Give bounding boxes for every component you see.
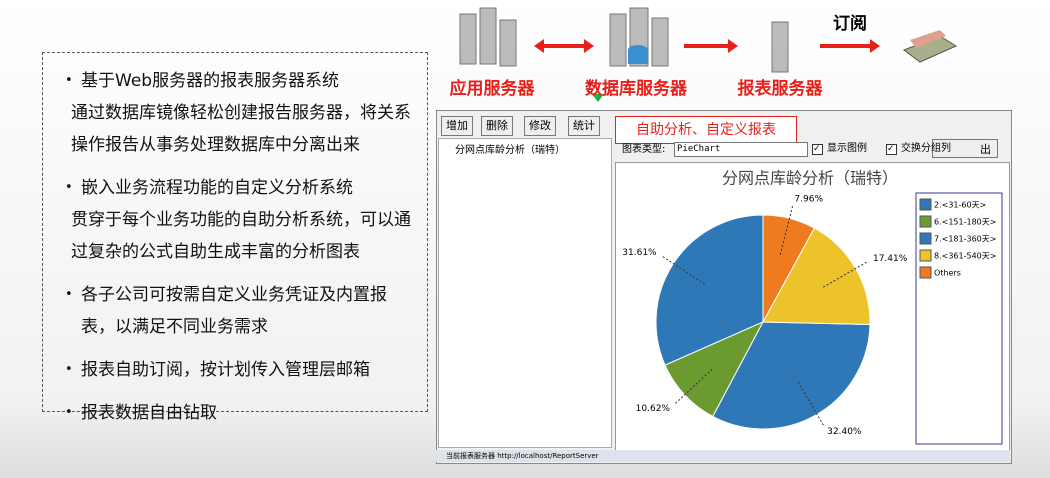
list-item: 嵌入业务流程功能的自定义分析系统贯穿于每个业务功能的自助分析系统，可以通过复杂的…: [59, 172, 411, 268]
node-label: 应用服务器: [450, 78, 536, 99]
toolbar-button[interactable]: 增加: [441, 116, 473, 136]
data-label: 17.41%: [873, 254, 908, 264]
node-label: 数据库服务器: [585, 78, 688, 99]
item-text: 报表数据自由钻取: [81, 403, 217, 423]
chart-title: 分网点库龄分析（瑞特）: [722, 169, 898, 188]
status-bar: 当前报表服务器 http://localhost/ReportServer: [436, 450, 1010, 462]
legend-label: Others: [934, 269, 961, 278]
toolbar-button[interactable]: 删除: [481, 116, 513, 136]
data-label: 32.40%: [827, 427, 862, 437]
legend-label: 7.<181-360天>: [934, 235, 996, 244]
legend-box: [915, 192, 1003, 445]
legend-swatch: [919, 232, 932, 245]
item-detail: 通过数据库镜像轻松创建报告服务器，将关系操作报告从事务处理数据库中分离出来: [71, 103, 411, 155]
data-label: 31.61%: [622, 248, 657, 258]
list-item: 报表数据自由钻取: [59, 397, 411, 429]
leader-line: [779, 204, 794, 255]
toolbar-button[interactable]: 修改: [524, 116, 556, 136]
item-text: 报表自助订阅，按计划传入管理层邮箱: [81, 360, 370, 380]
pie-chart: 分网点库龄分析（瑞特） 31.61% 10.62% 32.40% 17.41% 7.96…: [622, 169, 1003, 445]
node-label: 报表服务器: [738, 78, 824, 99]
legend-label: 8.<361-540天>: [934, 252, 996, 261]
subscribe-label: 订阅: [833, 13, 867, 34]
toolbar-button[interactable]: 统计: [568, 116, 600, 136]
item-text: 各子公司可按需自定义业务凭证及内置报表，以满足不同业务需求: [81, 285, 387, 337]
legend-label: 2.<31-60天>: [934, 201, 986, 210]
checkbox[interactable]: ✓: [886, 144, 897, 155]
leader-line: [822, 261, 869, 288]
tree-item[interactable]: 分网点库龄分析（瑞特）: [455, 145, 565, 156]
legend-swatch: [919, 198, 932, 211]
feature-list: 基于Web服务器的报表服务器系统通过数据库镜像轻松创建报告服务器，将关系操作报告…: [42, 52, 428, 429]
callout: 自助分析、自定义报表: [615, 116, 797, 144]
legend-swatch: [919, 266, 932, 279]
chart-type-label: 图表类型:: [622, 144, 666, 155]
item-text: 嵌入业务流程功能的自定义分析系统: [81, 178, 353, 198]
legend-label: 6.<151-180天>: [934, 218, 996, 227]
chart-type-select[interactable]: PieChart: [674, 142, 808, 157]
checkbox[interactable]: ✓: [812, 144, 823, 155]
data-label: 7.96%: [794, 194, 823, 204]
leader-line: [797, 381, 825, 427]
list-item: 各子公司可按需自定义业务凭证及内置报表，以满足不同业务需求: [59, 279, 411, 343]
legend-swatch: [919, 249, 932, 262]
list-item: 基于Web服务器的报表服务器系统通过数据库镜像轻松创建报告服务器，将关系操作报告…: [59, 65, 411, 161]
checkbox-label: 交换分组列: [901, 143, 951, 154]
item-detail: 贯穿于每个业务功能的自助分析系统，可以通过复杂的公式自助生成丰富的分析图表: [71, 210, 411, 262]
data-label: 10.62%: [636, 404, 671, 414]
list-item: 报表自助订阅，按计划传入管理层邮箱: [59, 354, 411, 386]
export-button[interactable]: 出: [932, 139, 998, 158]
leader-line: [674, 368, 713, 405]
item-text: 基于Web服务器的报表服务器系统: [81, 71, 340, 91]
architecture-diagram: 订阅 应用服务器 数据库服务器 报表服务器: [450, 7, 958, 102]
leader-line: [661, 255, 706, 285]
checkbox-label: 显示图例: [827, 143, 867, 154]
legend-swatch: [919, 215, 932, 228]
tree-view: 分网点库龄分析（瑞特）: [438, 138, 612, 448]
